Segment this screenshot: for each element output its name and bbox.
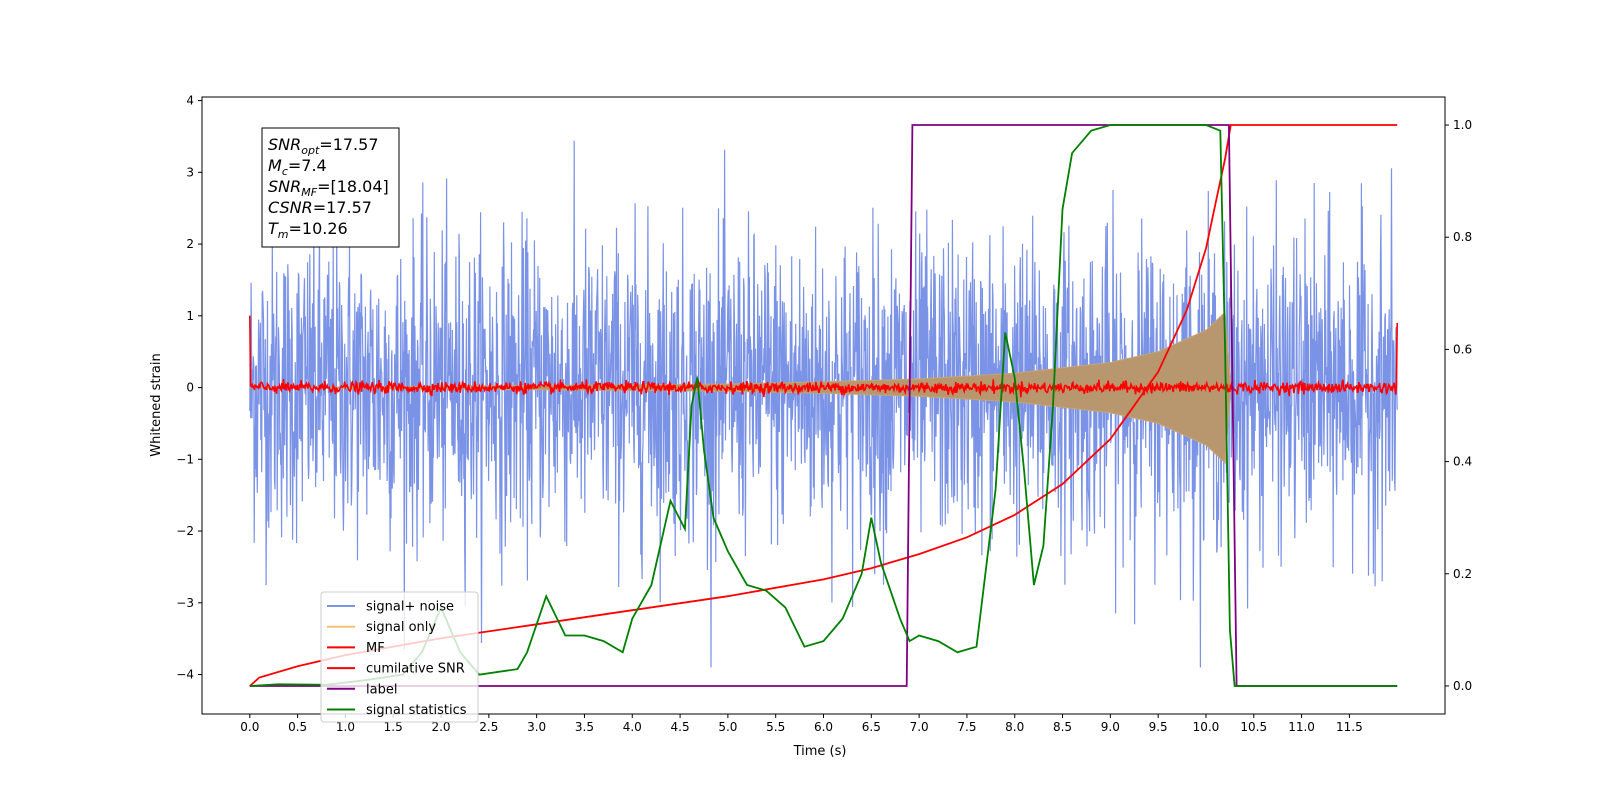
x-tick-label: 2.0	[431, 720, 450, 734]
y-tick-label: −2	[176, 524, 194, 538]
y2-tick-label: 0.0	[1453, 679, 1472, 693]
x-tick-label: 0.0	[240, 720, 259, 734]
info-value: =17.57	[319, 135, 378, 154]
info-box-line: SNRopt=17.57	[268, 135, 379, 157]
y2-tick-label: 0.6	[1453, 342, 1472, 356]
info-value: =7.4	[288, 156, 327, 175]
x-axis: 0.0 0.5 1.0 1.5 2.0 2.5 3.0 3.5 4.0 4.5 5.0 5.5 6.0 6…	[240, 714, 1363, 734]
y-tick-label: −1	[176, 452, 194, 466]
legend-item: signal only	[327, 620, 436, 635]
info-symbol: CSNR	[268, 198, 313, 217]
y-tick-label: 4	[186, 94, 194, 108]
x-tick-label: 4.0	[623, 720, 642, 734]
info-subscript: opt	[301, 144, 320, 157]
x-tick-label: 0.5	[288, 720, 307, 734]
x-tick-label: 4.5	[671, 720, 690, 734]
legend-item: cumilative SNR	[327, 662, 465, 677]
info-subscript: MF	[301, 186, 317, 199]
x-tick-label: 8.0	[1005, 720, 1024, 734]
info-box-line: CSNR=17.57	[268, 198, 372, 217]
x-tick-label: 1.5	[384, 720, 403, 734]
legend: signal+ noise signal only MF cumilative SNR…	[320, 591, 479, 723]
info-symbol: M	[268, 156, 282, 175]
x-tick-label: 3.0	[527, 720, 546, 734]
y2-tick-label: 0.2	[1453, 567, 1472, 581]
x-tick-label: 6.5	[862, 720, 881, 734]
y-tick-label: −3	[176, 596, 194, 610]
x-tick-label: 9.0	[1101, 720, 1120, 734]
y-tick-label: 0	[186, 381, 194, 395]
y2-tick-label: 1.0	[1453, 118, 1472, 132]
info-value: =10.26	[289, 219, 348, 238]
x-tick-label: 10.5	[1240, 720, 1267, 734]
series-mf-line	[249, 315, 1398, 398]
x-tick-label: 1.0	[336, 720, 355, 734]
y-tick-label: 3	[186, 165, 194, 179]
y-tick-label: −4	[176, 668, 194, 682]
info-box-line: Mc=7.4	[268, 156, 327, 178]
x-tick-label: 8.5	[1053, 720, 1072, 734]
y-axis-left: 4 3 2 1 0 −1 −2 −3 −4	[176, 94, 202, 682]
legend-label: MF	[366, 641, 385, 656]
info-box-frame	[261, 127, 400, 248]
x-tick-label: 11.5	[1336, 720, 1363, 734]
legend-item: label	[327, 682, 397, 697]
y-tick-label: 2	[186, 237, 194, 251]
info-symbol: SNR	[268, 135, 301, 154]
info-subscript: m	[278, 228, 289, 241]
legend-label: signal statistics	[366, 703, 467, 718]
y2-tick-label: 0.8	[1453, 230, 1472, 244]
info-value: =17.57	[313, 198, 372, 217]
info-box: SNRopt=17.57Mc=7.4SNRMF=[18.04]CSNR=17.5…	[261, 127, 400, 248]
info-subscript: c	[282, 165, 288, 178]
x-tick-label: 10.0	[1193, 720, 1220, 734]
info-value: =[18.04]	[317, 177, 389, 196]
info-box-line: SNRMF=[18.04]	[268, 177, 389, 199]
x-tick-label: 9.5	[1149, 720, 1168, 734]
info-box-line: Tm=10.26	[268, 219, 348, 241]
legend-label: cumilative SNR	[366, 662, 465, 677]
legend-item: MF	[327, 641, 385, 656]
legend-label: signal only	[366, 620, 436, 635]
x-tick-label: 7.0	[910, 720, 929, 734]
y-tick-label: 1	[186, 309, 194, 323]
y-axis-right: 0.0 0.2 0.4 0.6 0.8 1.0	[1445, 118, 1472, 693]
legend-frame	[320, 591, 479, 723]
x-axis-label: Time (s)	[793, 744, 847, 759]
info-symbol: SNR	[268, 177, 301, 196]
x-tick-label: 7.5	[957, 720, 976, 734]
x-tick-label: 5.0	[718, 720, 737, 734]
series-signal-statistics-line	[249, 124, 1398, 687]
x-tick-label: 11.0	[1288, 720, 1315, 734]
x-tick-label: 3.5	[575, 720, 594, 734]
y-axis-label: Whitened strain	[149, 353, 164, 456]
x-tick-label: 2.5	[479, 720, 498, 734]
legend-label: label	[366, 682, 397, 697]
y2-tick-label: 0.4	[1453, 455, 1472, 469]
x-tick-label: 6.0	[814, 720, 833, 734]
legend-item: signal statistics	[327, 703, 467, 718]
x-tick-label: 5.5	[766, 720, 785, 734]
legend-label: signal+ noise	[366, 600, 454, 615]
info-symbol: T	[268, 219, 279, 238]
legend-item: signal+ noise	[327, 600, 454, 615]
